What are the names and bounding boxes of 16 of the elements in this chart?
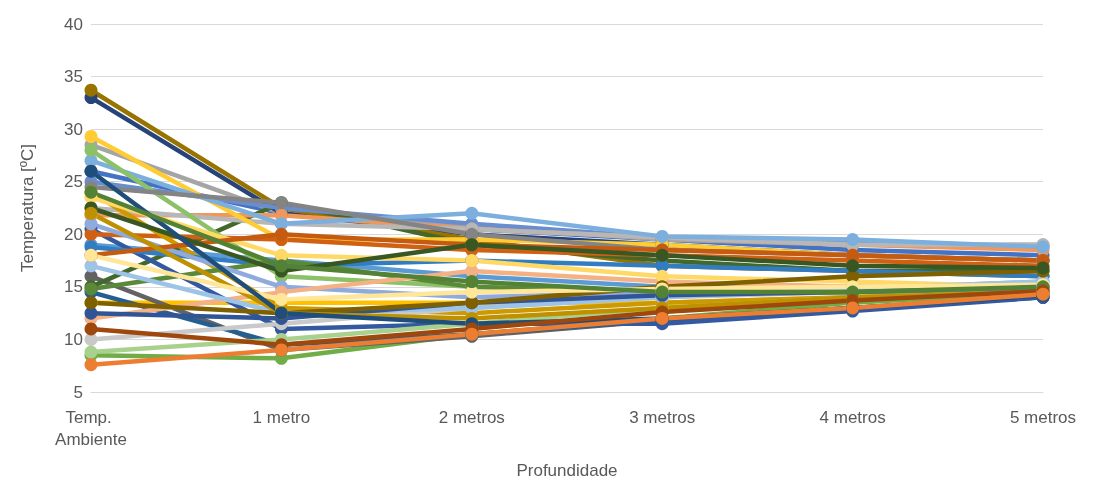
x-tick-label: 3 metros (629, 407, 696, 427)
y-tick-label: 10 (64, 329, 83, 349)
x-tick-label: 1 metro (252, 407, 311, 427)
x-tick-label: 5 metros (1009, 407, 1077, 427)
y-tick-label: 35 (64, 67, 83, 87)
x-tick-label: 4 metros (819, 407, 886, 427)
y-tick-label: 25 (64, 172, 83, 192)
y-tick-label: 5 (73, 382, 83, 402)
y-tick-label: 30 (64, 119, 83, 139)
y-axis-title: Temperatura [ºC] (18, 143, 37, 273)
x-tick-label: Temp. Ambiente (55, 407, 127, 449)
y-tick-label: 15 (64, 277, 83, 297)
x-tick-label: 2 metros (438, 407, 505, 427)
y-tick-label: 40 (64, 14, 83, 34)
y-tick-label: 20 (64, 224, 83, 244)
x-axis-title: Profundidade (516, 461, 618, 480)
